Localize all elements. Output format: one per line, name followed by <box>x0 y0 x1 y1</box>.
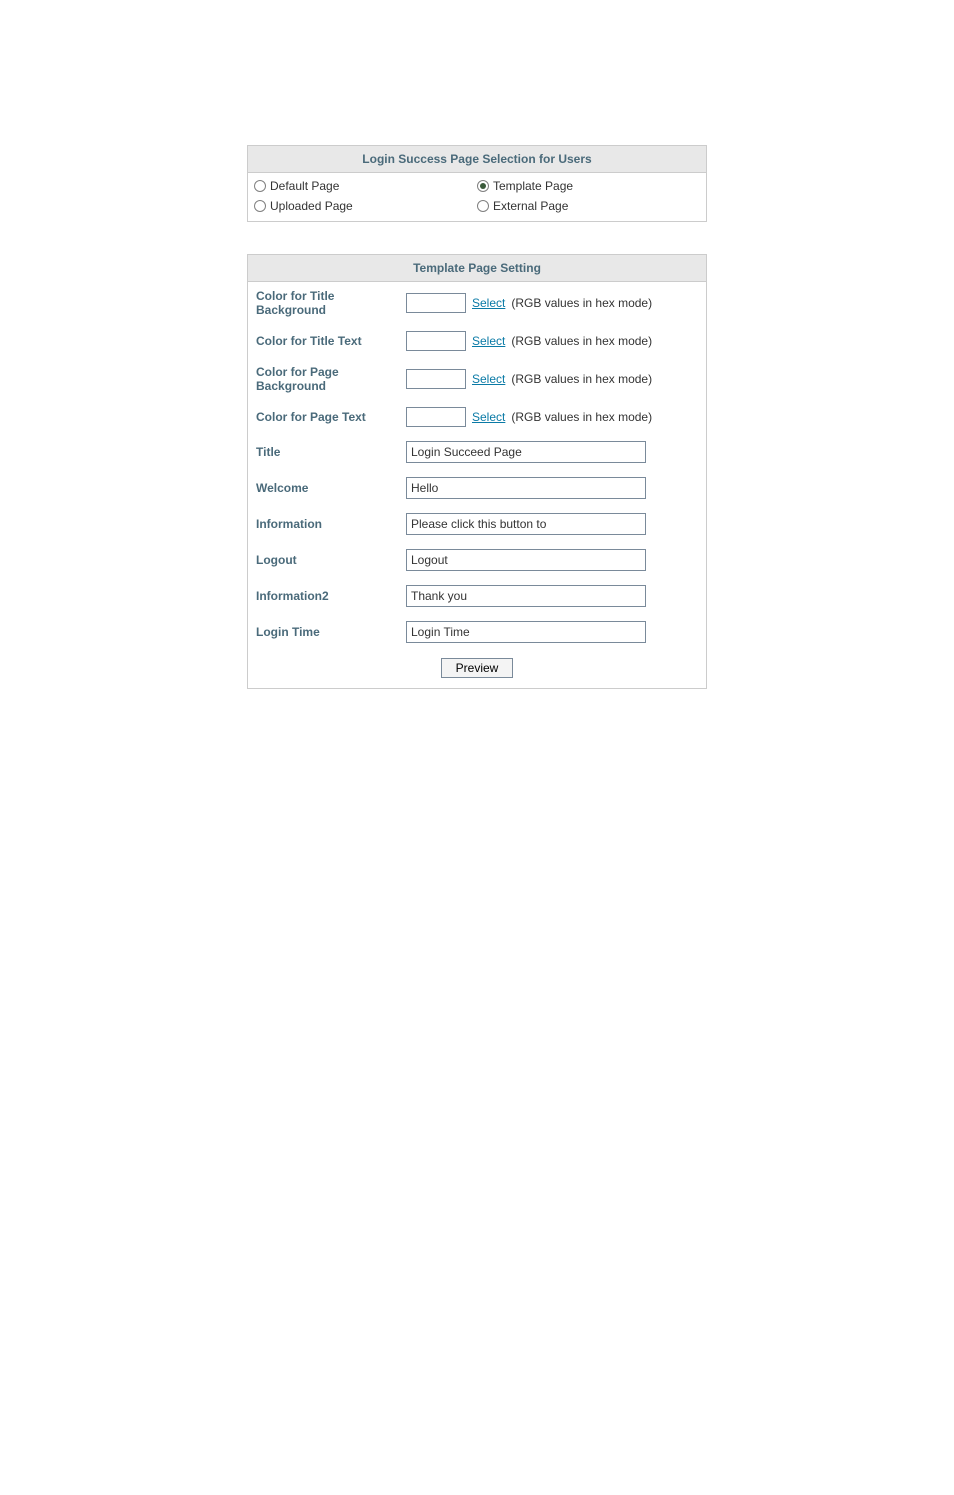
row-information2: Information2 <box>248 578 706 614</box>
row-value <box>406 549 698 571</box>
hex-hint: (RGB values in hex mode) <box>511 372 652 386</box>
row-label: Welcome <box>256 481 406 495</box>
input-logout[interactable] <box>406 549 646 571</box>
input-login-time[interactable] <box>406 621 646 643</box>
row-logout: Logout <box>248 542 706 578</box>
radio-icon <box>477 200 489 212</box>
row-color-title-bg: Color for Title Background Select (RGB v… <box>248 282 706 324</box>
color-input-page-text[interactable] <box>406 407 466 427</box>
row-label: Color for Title Background <box>256 289 406 317</box>
page-selection-body: Default Page Uploaded Page Template Page… <box>248 173 706 221</box>
select-link[interactable]: Select <box>472 372 505 386</box>
template-settings-panel: Template Page Setting Color for Title Ba… <box>247 254 707 689</box>
radio-icon <box>254 200 266 212</box>
select-link[interactable]: Select <box>472 296 505 310</box>
template-settings-title: Template Page Setting <box>248 255 706 282</box>
page-selection-panel: Login Success Page Selection for Users D… <box>247 145 707 222</box>
radio-default-page[interactable]: Default Page <box>254 177 477 195</box>
radio-label: External Page <box>493 199 568 213</box>
radio-icon <box>477 180 489 192</box>
page-selection-title: Login Success Page Selection for Users <box>248 146 706 173</box>
radio-template-page[interactable]: Template Page <box>477 177 700 195</box>
row-label: Information <box>256 517 406 531</box>
row-value: Select (RGB values in hex mode) <box>406 407 698 427</box>
row-welcome: Welcome <box>248 470 706 506</box>
row-label: Color for Title Text <box>256 334 406 348</box>
color-input-title-bg[interactable] <box>406 293 466 313</box>
select-link[interactable]: Select <box>472 410 505 424</box>
input-welcome[interactable] <box>406 477 646 499</box>
page-selection-col-right: Template Page External Page <box>477 177 700 215</box>
hex-hint: (RGB values in hex mode) <box>511 296 652 310</box>
preview-button[interactable]: Preview <box>441 658 514 678</box>
preview-row: Preview <box>248 650 706 688</box>
row-label: Title <box>256 445 406 459</box>
row-label: Color for Page Text <box>256 410 406 424</box>
row-value <box>406 513 698 535</box>
row-label: Color for Page Background <box>256 365 406 393</box>
row-value <box>406 621 698 643</box>
page-root: Login Success Page Selection for Users D… <box>0 145 954 1495</box>
select-link[interactable]: Select <box>472 334 505 348</box>
row-label: Login Time <box>256 625 406 639</box>
row-label: Logout <box>256 553 406 567</box>
hex-hint: (RGB values in hex mode) <box>511 410 652 424</box>
input-information2[interactable] <box>406 585 646 607</box>
radio-label: Uploaded Page <box>270 199 353 213</box>
color-input-title-text[interactable] <box>406 331 466 351</box>
page-selection-col-left: Default Page Uploaded Page <box>254 177 477 215</box>
row-value: Select (RGB values in hex mode) <box>406 369 698 389</box>
row-value: Select (RGB values in hex mode) <box>406 331 698 351</box>
radio-external-page[interactable]: External Page <box>477 197 700 215</box>
row-label: Information2 <box>256 589 406 603</box>
row-color-page-bg: Color for Page Background Select (RGB va… <box>248 358 706 400</box>
row-login-time: Login Time <box>248 614 706 650</box>
row-value <box>406 585 698 607</box>
color-input-page-bg[interactable] <box>406 369 466 389</box>
input-title[interactable] <box>406 441 646 463</box>
input-information[interactable] <box>406 513 646 535</box>
radio-uploaded-page[interactable]: Uploaded Page <box>254 197 477 215</box>
row-value <box>406 441 698 463</box>
row-information: Information <box>248 506 706 542</box>
row-title: Title <box>248 434 706 470</box>
row-value <box>406 477 698 499</box>
row-value: Select (RGB values in hex mode) <box>406 293 698 313</box>
hex-hint: (RGB values in hex mode) <box>511 334 652 348</box>
radio-label: Template Page <box>493 179 573 193</box>
row-color-page-text: Color for Page Text Select (RGB values i… <box>248 400 706 434</box>
row-color-title-text: Color for Title Text Select (RGB values … <box>248 324 706 358</box>
radio-icon <box>254 180 266 192</box>
radio-label: Default Page <box>270 179 339 193</box>
